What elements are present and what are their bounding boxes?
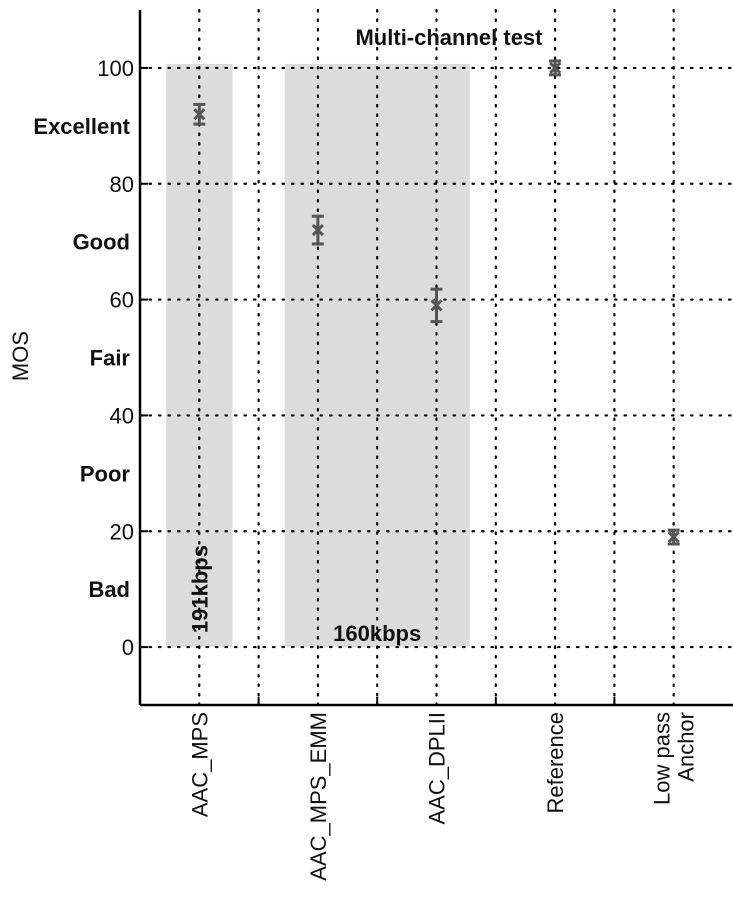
- quality-label-excellent: Excellent: [33, 114, 130, 139]
- xtick-label-line: Reference: [543, 712, 568, 814]
- y-tick-labels: 0 20 40 60 80 100: [97, 56, 134, 660]
- data-point-2: [430, 287, 443, 324]
- quality-label-bad: Bad: [88, 577, 130, 602]
- data-point-3: [549, 59, 562, 77]
- xtick-label-line: AAC_MPS: [187, 712, 212, 817]
- xtick-label-line: AAC_DPLII: [425, 712, 450, 825]
- mean-marker: [667, 530, 680, 544]
- region-160kbps: [284, 63, 470, 648]
- xtick-label-2: AAC_DPLII: [425, 712, 450, 825]
- data-point-0: [193, 102, 206, 126]
- ytick-label-0: 0: [122, 635, 134, 660]
- xtick-label-4: Low passAnchor: [650, 712, 699, 805]
- ytick-label-60: 60: [110, 288, 134, 313]
- mean-marker: [193, 108, 206, 121]
- axes: [138, 10, 733, 707]
- quality-labels: Excellent Good Fair Poor Bad: [33, 114, 130, 602]
- mean-marker: [549, 61, 562, 74]
- quality-label-good: Good: [73, 230, 130, 255]
- x-tick-labels: AAC_MPS AAC_MPS_EMM AAC_DPLII Reference Low …: [187, 712, 698, 881]
- xtick-label-1: AAC_MPS_EMM: [306, 712, 331, 881]
- quality-label-poor: Poor: [80, 461, 131, 486]
- mean-marker: [311, 224, 324, 237]
- chart-title: Multi-channel test: [355, 25, 543, 50]
- grid-lines: [138, 8, 733, 707]
- region-label-191kbps: 191kbps: [187, 545, 212, 633]
- data-points: [193, 59, 680, 546]
- xtick-label-0: AAC_MPS: [187, 712, 212, 817]
- data-point-1: [311, 214, 324, 246]
- region-labels: 191kbps 160kbps: [187, 545, 421, 646]
- ytick-label-20: 20: [110, 519, 134, 544]
- xtick-label-line: AAC_MPS_EMM: [306, 712, 331, 881]
- mean-marker: [430, 299, 443, 312]
- ytick-label-40: 40: [110, 403, 134, 428]
- xtick-label-line: Low pass: [650, 712, 675, 805]
- ytick-label-80: 80: [110, 172, 134, 197]
- quality-label-fair: Fair: [90, 346, 131, 371]
- data-point-4: [667, 528, 680, 546]
- xtick-label-line: Anchor: [674, 712, 699, 782]
- region-label-160kbps: 160kbps: [333, 621, 421, 646]
- ytick-label-100: 100: [97, 56, 134, 81]
- axis-ticks: [140, 66, 616, 705]
- y-axis-label: MOS: [8, 331, 33, 381]
- xtick-label-3: Reference: [543, 712, 568, 814]
